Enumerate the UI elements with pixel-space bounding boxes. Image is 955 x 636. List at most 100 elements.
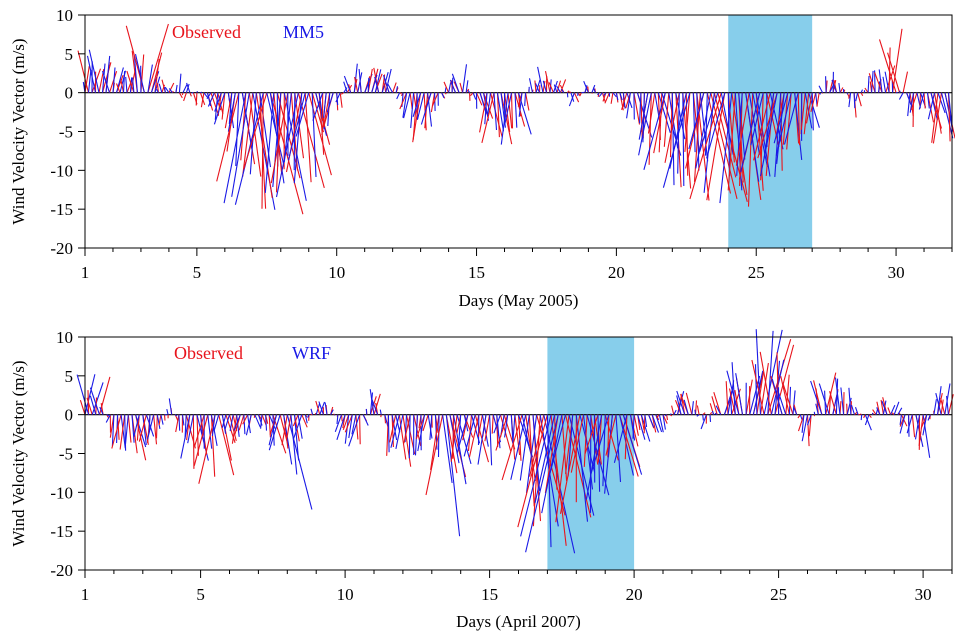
vector-observed bbox=[780, 376, 790, 415]
vector-wrf bbox=[160, 414, 164, 425]
vector-mm5 bbox=[783, 92, 799, 145]
vector-wrf bbox=[124, 414, 129, 445]
vector-wrf bbox=[755, 329, 762, 415]
vector-wrf bbox=[512, 414, 516, 443]
vector-observed bbox=[821, 92, 824, 94]
vector-mm5 bbox=[283, 92, 292, 163]
vector-wrf bbox=[142, 414, 147, 445]
vector-mm5 bbox=[158, 83, 163, 93]
vector-mm5 bbox=[619, 92, 623, 101]
vector-observed bbox=[548, 82, 555, 93]
vector-mm5 bbox=[182, 83, 188, 93]
vector-mm5 bbox=[88, 49, 100, 93]
vector-observed bbox=[570, 414, 585, 473]
vector-mm5 bbox=[719, 92, 733, 204]
vector-wrf bbox=[525, 414, 559, 553]
vector-mm5 bbox=[750, 92, 764, 146]
vector-mm5 bbox=[775, 92, 792, 156]
vector-wrf bbox=[106, 414, 110, 417]
vector-observed bbox=[880, 399, 884, 415]
vector-observed bbox=[430, 414, 440, 470]
vector-observed bbox=[940, 397, 946, 415]
vector-observed bbox=[786, 92, 792, 150]
vector-wrf bbox=[788, 386, 792, 415]
vector-wrf bbox=[330, 409, 334, 415]
vector-observed bbox=[658, 92, 663, 153]
vector-observed bbox=[340, 92, 345, 95]
vector-observed bbox=[607, 414, 610, 458]
vector-wrf bbox=[229, 414, 234, 432]
vector-mm5 bbox=[657, 92, 671, 133]
vector-observed bbox=[566, 90, 570, 94]
vector-observed bbox=[224, 92, 233, 129]
vector-mm5 bbox=[808, 92, 820, 128]
vector-wrf bbox=[290, 414, 298, 475]
vector-observed bbox=[198, 414, 216, 484]
vector-mm5 bbox=[583, 80, 589, 93]
vector-observed bbox=[706, 92, 732, 194]
vector-wrf bbox=[207, 414, 213, 449]
vector-observed bbox=[175, 414, 180, 433]
y-tick-label: -10 bbox=[50, 161, 73, 180]
vector-wrf bbox=[834, 377, 841, 415]
y-tick-label: 10 bbox=[56, 328, 73, 347]
x-tick-label: 30 bbox=[915, 585, 932, 604]
vector-wrf bbox=[268, 414, 281, 451]
vector-wrf bbox=[519, 414, 530, 481]
vector-wrf bbox=[651, 414, 660, 433]
vector-mm5 bbox=[774, 92, 782, 177]
vector-wrf bbox=[369, 392, 374, 415]
vector-observed bbox=[301, 414, 308, 428]
vector-mm5 bbox=[387, 83, 394, 93]
vector-mm5 bbox=[878, 81, 881, 93]
vector-observed bbox=[163, 414, 166, 421]
vector-observed bbox=[696, 405, 700, 415]
vector-observed bbox=[664, 92, 680, 163]
vector-observed bbox=[727, 92, 735, 163]
vector-mm5 bbox=[465, 80, 469, 93]
vector-observed bbox=[218, 414, 235, 476]
vector-wrf bbox=[297, 414, 303, 439]
vector-observed bbox=[713, 392, 722, 415]
x-tick-label: 15 bbox=[481, 585, 498, 604]
vector-mm5 bbox=[662, 92, 691, 188]
vector-mm5 bbox=[940, 92, 954, 139]
vector-observed bbox=[479, 92, 488, 133]
vector-mm5 bbox=[472, 92, 477, 100]
vector-wrf bbox=[864, 414, 870, 426]
vector-observed bbox=[136, 414, 140, 441]
vector-mm5 bbox=[312, 92, 324, 121]
vector-wrf bbox=[876, 407, 881, 415]
vector-observed bbox=[860, 413, 862, 416]
vector-mm5 bbox=[776, 92, 785, 164]
vector-observed bbox=[782, 382, 794, 415]
vector-mm5 bbox=[448, 82, 452, 93]
vector-observed bbox=[911, 414, 916, 438]
vector-mm5 bbox=[493, 92, 498, 131]
vector-observed bbox=[756, 371, 764, 415]
vector-observed bbox=[902, 71, 909, 93]
vector-mm5 bbox=[147, 64, 153, 93]
vector-observed bbox=[666, 414, 669, 421]
vector-observed bbox=[910, 92, 918, 110]
vector-observed bbox=[584, 414, 599, 455]
vector-wrf bbox=[629, 414, 636, 441]
vector-mm5 bbox=[134, 53, 145, 93]
vector-observed bbox=[153, 414, 158, 445]
vector-wrf bbox=[694, 409, 697, 415]
vector-observed bbox=[181, 92, 184, 96]
vector-mm5 bbox=[695, 92, 712, 169]
vector-observed bbox=[389, 414, 397, 443]
vector-mm5 bbox=[86, 55, 97, 93]
vector-wrf bbox=[336, 414, 346, 440]
vector-wrf bbox=[676, 390, 686, 415]
vector-mm5 bbox=[692, 92, 696, 153]
vector-mm5 bbox=[831, 79, 838, 93]
y-tick-label: -10 bbox=[50, 483, 73, 502]
vector-observed bbox=[619, 414, 639, 477]
vector-mm5 bbox=[420, 92, 432, 125]
x-tick-label: 1 bbox=[81, 263, 90, 282]
vector-mm5 bbox=[811, 92, 814, 131]
vector-mm5 bbox=[311, 92, 317, 178]
